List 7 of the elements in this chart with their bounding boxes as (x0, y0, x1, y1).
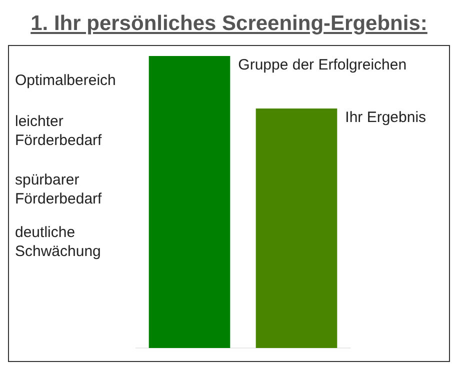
annotation: Ihr Ergebnis (345, 109, 426, 126)
annotation: Gruppe der Erfolgreichen (238, 56, 407, 74)
text: Optimalbereich (15, 72, 116, 90)
text: leichter Förderbedarf (15, 113, 103, 150)
text: deutliche Schwächung (15, 224, 101, 260)
chart-title: 1. Ihr persönliches Screening-Ergebnis: (30, 11, 428, 37)
text: spürbarer Förderbedarf (15, 171, 103, 208)
